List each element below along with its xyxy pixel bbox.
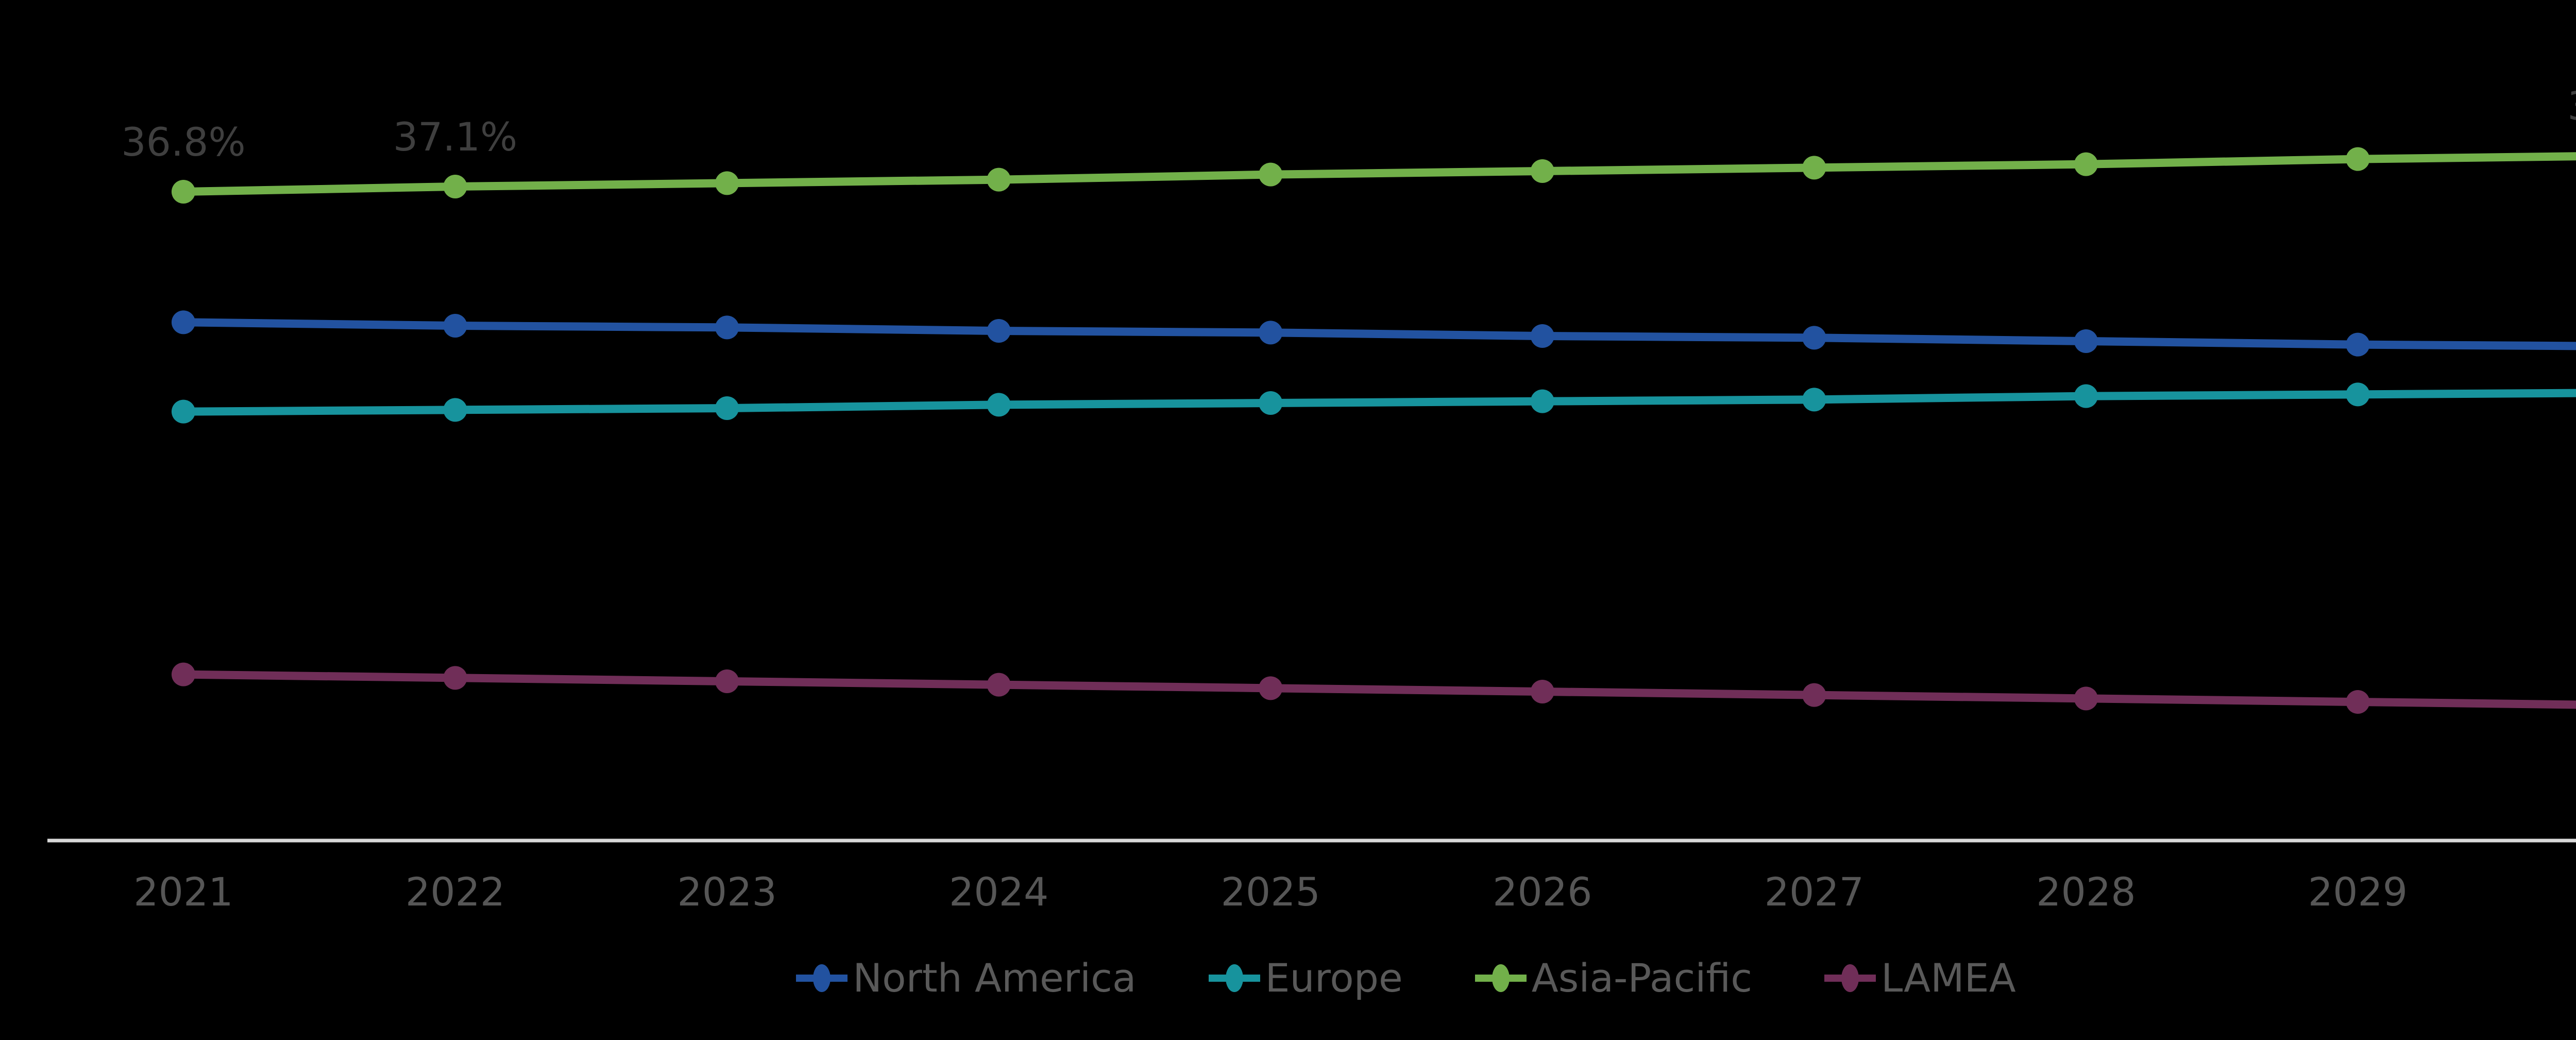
legend: North America Europe Asia-Pacific LAMEA	[0, 947, 2576, 1009]
legend-item-label: LAMEA	[1881, 955, 2016, 1001]
data-point	[1530, 679, 1554, 703]
legend-marker-icon	[1824, 964, 1876, 992]
legend-marker-icon	[1208, 964, 1260, 992]
data-point	[172, 662, 195, 686]
data-label: 37.1%	[393, 114, 517, 160]
x-tick-label: 2025	[1221, 869, 1320, 915]
legend-item-north-america: North America	[796, 955, 1137, 1001]
data-point	[1530, 159, 1554, 183]
x-tick-label: 2023	[677, 869, 776, 915]
data-point	[987, 167, 1011, 192]
series-line-lamea	[179, 670, 2576, 709]
data-point	[443, 175, 467, 199]
legend-item-europe: Europe	[1208, 955, 1403, 1001]
data-point	[172, 180, 195, 204]
data-point	[987, 318, 1011, 343]
legend-item-label: Asia-Pacific	[1531, 955, 1753, 1001]
legend-item-label: North America	[853, 955, 1137, 1001]
series-line-asia-pacific	[179, 152, 2576, 196]
data-point	[715, 396, 739, 420]
data-point	[172, 310, 195, 334]
data-point	[1802, 388, 1826, 412]
data-point	[2074, 686, 2098, 711]
data-point	[715, 315, 739, 340]
x-tick-label: 2024	[949, 869, 1048, 915]
data-point	[1530, 389, 1554, 413]
legend-item-label: Europe	[1265, 955, 1403, 1001]
data-point	[2074, 152, 2098, 176]
data-label: 38.9%	[2567, 83, 2576, 129]
data-point	[2346, 147, 2370, 171]
data-point	[443, 398, 467, 422]
data-point	[443, 313, 467, 338]
legend-marker-icon	[796, 964, 848, 992]
data-point	[715, 669, 739, 693]
legend-item-lamea: LAMEA	[1824, 959, 2016, 998]
data-point	[1530, 324, 1554, 348]
data-point	[1259, 391, 1283, 415]
legend-marker-icon	[1475, 964, 1527, 992]
data-point	[1259, 676, 1283, 700]
data-point	[2346, 332, 2370, 357]
data-point	[443, 666, 467, 690]
data-point	[2074, 329, 2098, 353]
data-point	[2074, 384, 2098, 408]
data-point	[1259, 321, 1283, 345]
data-point	[2346, 690, 2370, 714]
data-point	[987, 673, 1011, 697]
series-line-europe	[179, 389, 2576, 416]
data-point	[1802, 683, 1826, 707]
data-point	[2346, 382, 2370, 407]
x-tick-label: 2027	[1765, 869, 1864, 915]
x-tick-label: 2028	[2036, 869, 2136, 915]
data-point	[987, 393, 1011, 417]
data-label: 36.8%	[121, 119, 245, 165]
x-tick-label: 2029	[2308, 869, 2408, 915]
x-tick-label: 2026	[1493, 869, 1592, 915]
data-point	[1259, 162, 1283, 187]
x-tick-label: 2022	[405, 869, 505, 915]
data-point	[1802, 156, 1826, 180]
data-point	[172, 399, 195, 424]
legend-item-asia-pacific: Asia-Pacific	[1475, 959, 1752, 998]
x-tick-label: 2021	[133, 869, 233, 915]
series-line-north-america	[179, 318, 2576, 350]
data-point	[715, 171, 739, 195]
data-point	[1802, 326, 1826, 350]
